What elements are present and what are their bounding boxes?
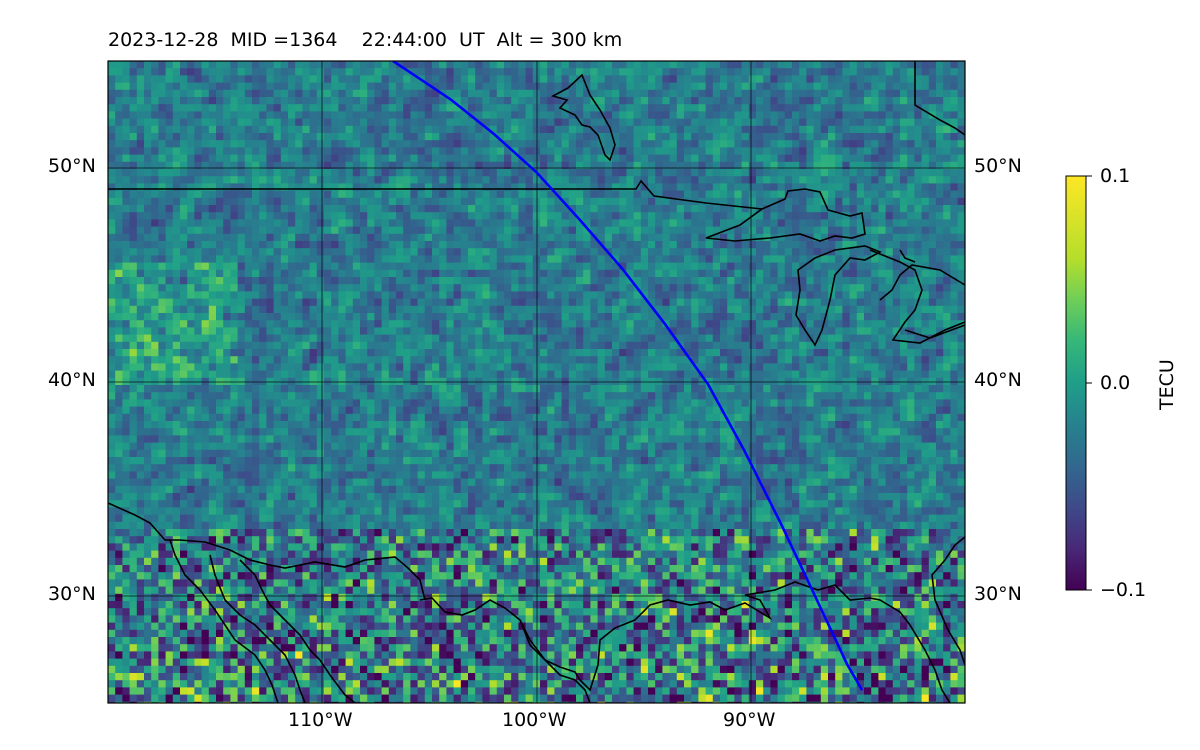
lat-label-30-right: 30°N: [974, 583, 1022, 605]
lon-label-100w: 100°W: [502, 709, 567, 731]
colorbar-tick-label-max: 0.1: [1100, 165, 1131, 187]
title-mid: MID =1364: [230, 29, 338, 51]
colorbar-label: TECU: [1156, 359, 1178, 410]
lat-label-30-left: 30°N: [48, 583, 96, 605]
border-line: [108, 179, 763, 210]
hudson-bay: [550, 73, 616, 162]
title-alt: Alt = 300 km: [496, 29, 623, 51]
florida-east: [931, 536, 965, 666]
title-time: 22:44:00 UT: [361, 29, 485, 51]
northeast-coast: [914, 61, 965, 136]
baja-coast-inner: [209, 554, 306, 703]
lon-label-90w: 90°W: [723, 709, 776, 731]
colorbar-tick-label-min: −0.1: [1100, 579, 1147, 601]
map-title: 2023-12-28 MID =1364 22:44:00 UT Alt = 3…: [108, 29, 622, 51]
map-frame: [107, 60, 966, 704]
colorbar: [1065, 175, 1087, 591]
satellite-track: [392, 61, 864, 691]
tec-field: [108, 61, 965, 703]
mexico-east-coast: [519, 619, 591, 703]
baja-coast: [169, 539, 279, 703]
lake-superior: [705, 188, 866, 242]
lake-huron: [869, 249, 965, 344]
lon-label-110w: 110°W: [288, 709, 353, 731]
lat-label-40-left: 40°N: [48, 369, 96, 391]
coastlines: [108, 61, 965, 703]
lat-label-50-left: 50°N: [48, 155, 96, 177]
lat-label-40-right: 40°N: [974, 369, 1022, 391]
mainland-west-coast: [239, 559, 356, 703]
colorbar-tick-label-zero: 0.0: [1100, 372, 1131, 394]
lat-label-50-right: 50°N: [974, 155, 1022, 177]
lake-michigan: [795, 245, 882, 347]
gridlines: [108, 61, 965, 703]
gulf-coast: [419, 581, 951, 703]
mexico-border: [108, 502, 426, 601]
title-date: 2023-12-28: [108, 29, 219, 51]
